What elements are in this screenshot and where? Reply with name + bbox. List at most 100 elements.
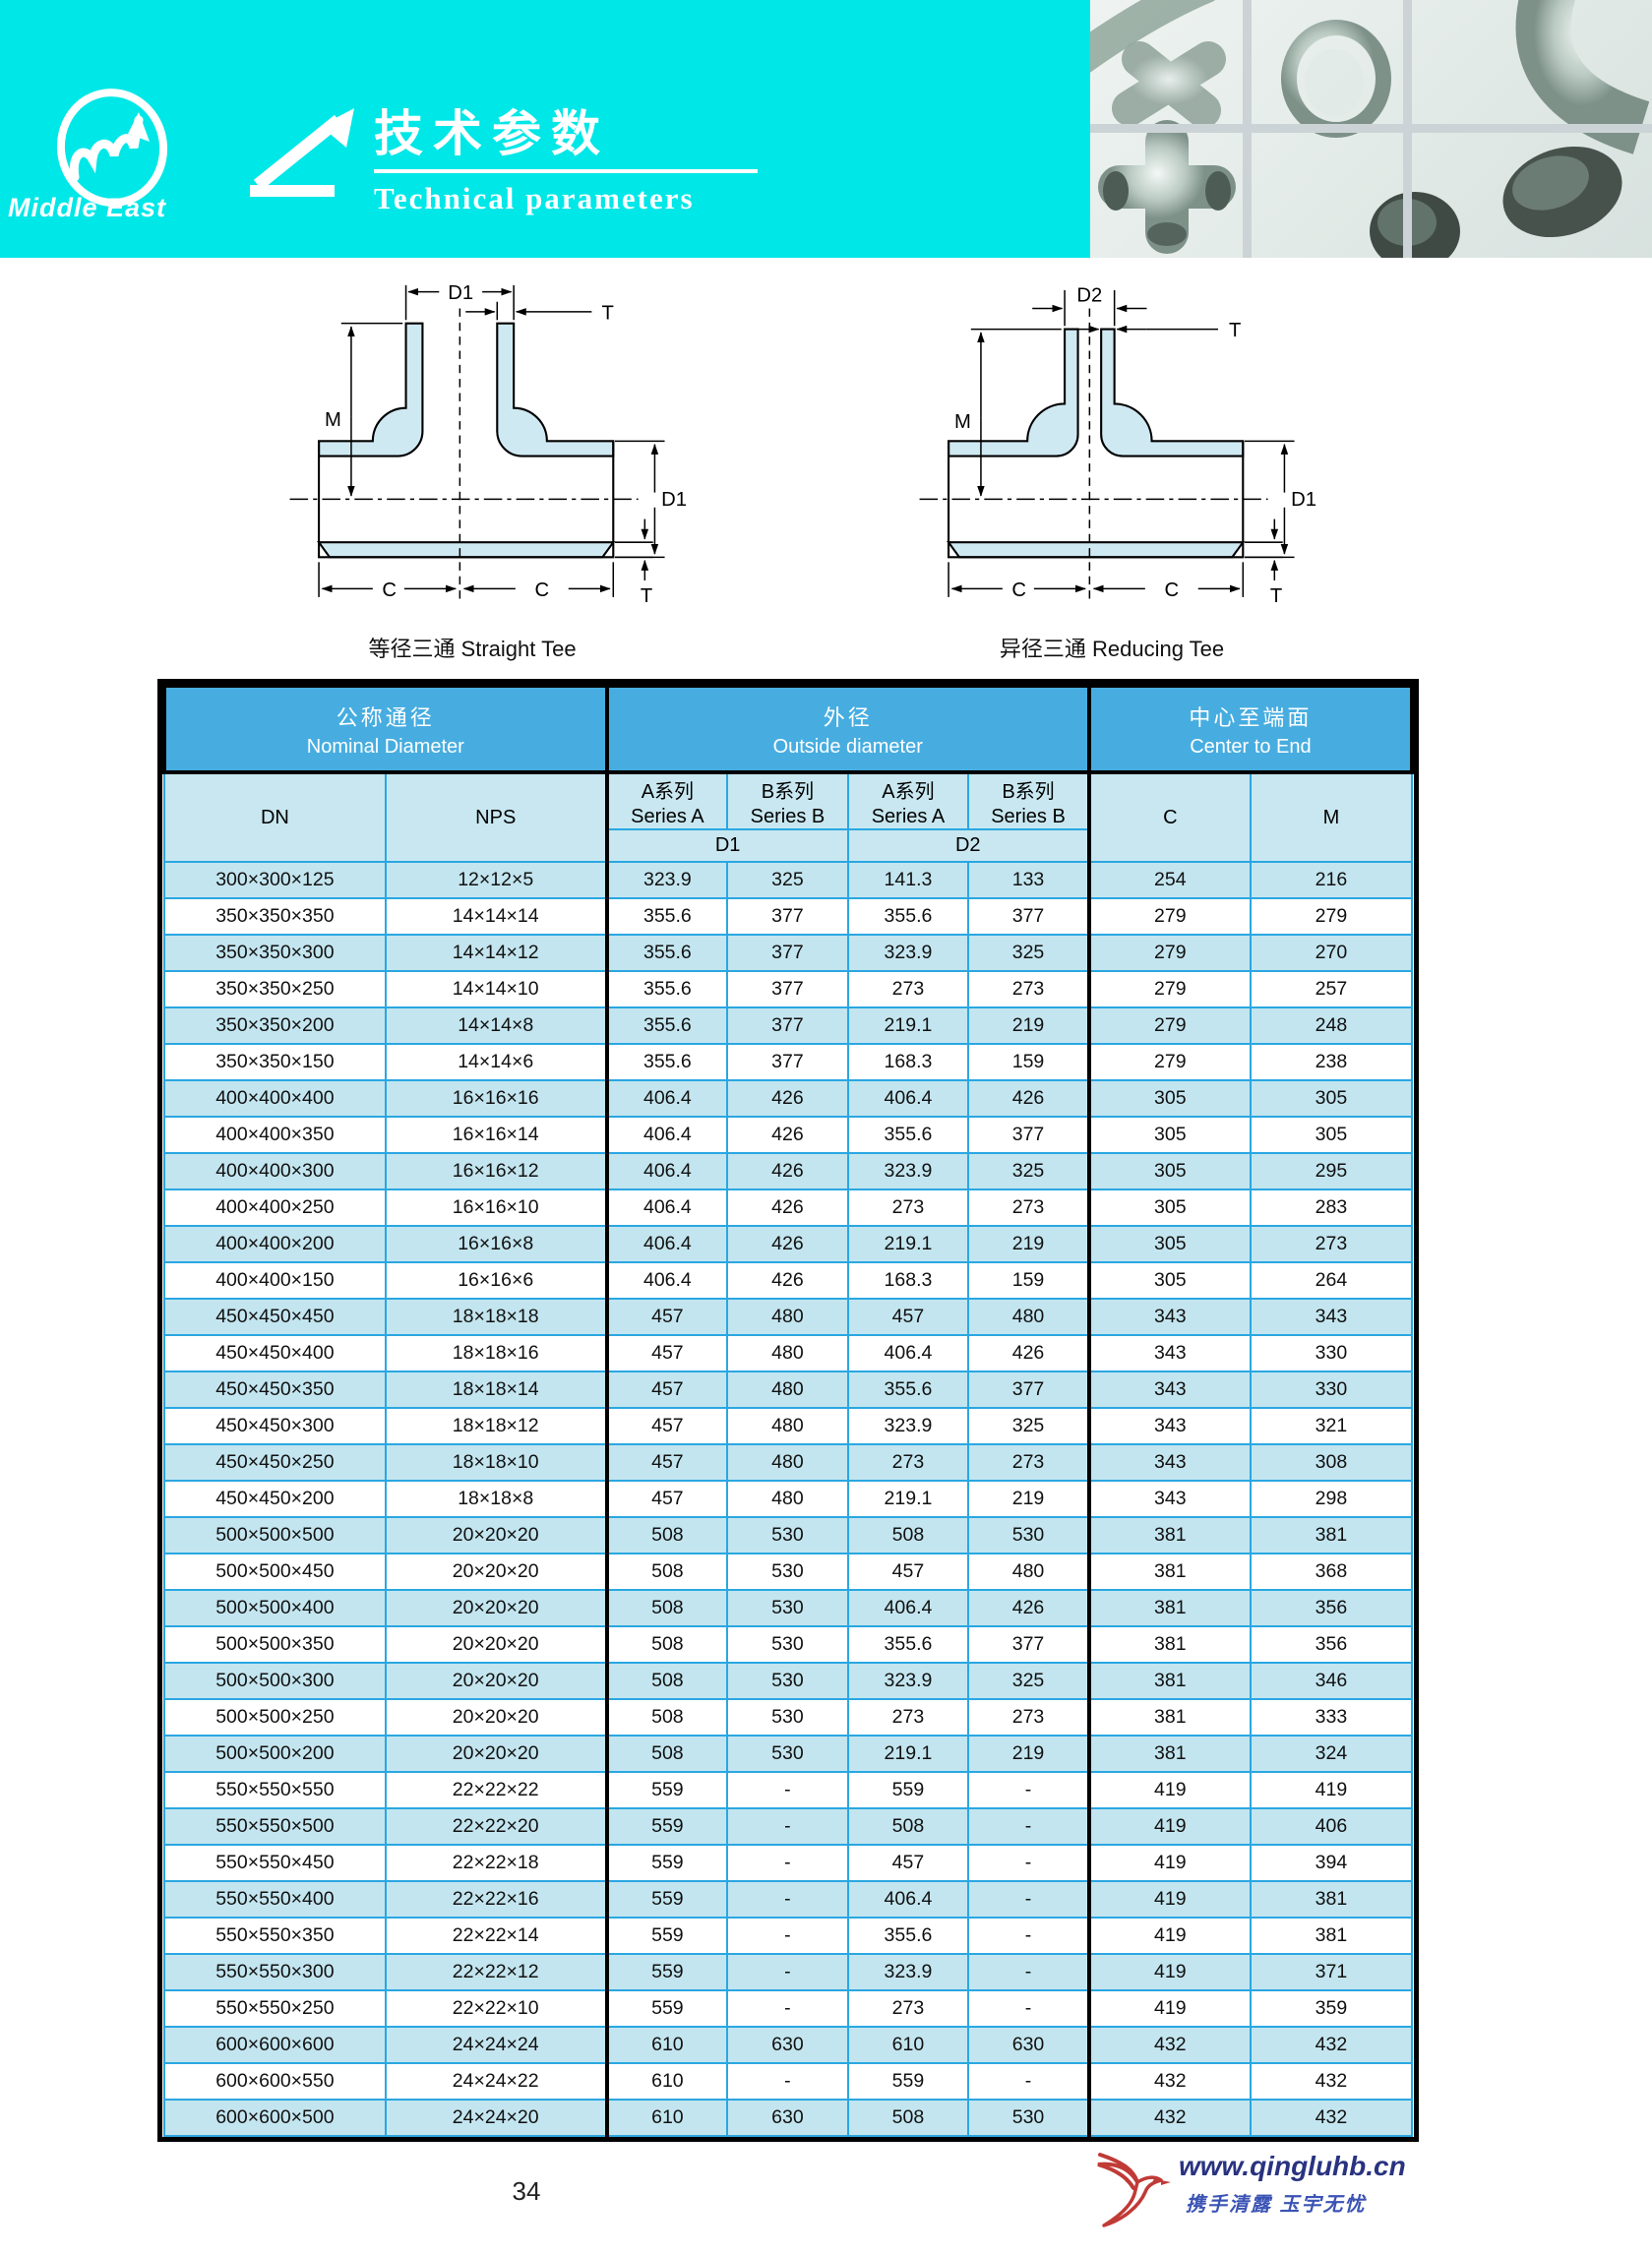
brand-name: Middle East (8, 193, 167, 222)
table-row: 400×400×200 16×16×8 406.4 426 219.1 219 … (163, 1225, 1414, 1263)
cell-d2-series-a: 219.1 (846, 1735, 970, 1773)
cell-nps: 16×16×16 (384, 1079, 608, 1118)
cell-d1-series-a: 559 (604, 1844, 729, 1882)
cell-dn: 550×550×350 (163, 1917, 387, 1955)
group-header-center-to-end: 中心至端面 Center to End (1086, 684, 1415, 774)
cell-d2-series-a: 406.4 (846, 1589, 970, 1627)
cell-d2-series-b: - (967, 1880, 1090, 1919)
cell-d2-series-b: 530 (967, 1516, 1090, 1554)
cell-c: 305 (1086, 1261, 1252, 1300)
company-slogan: 携手清露 玉宇无忧 (1186, 2194, 1367, 2216)
cell-d2-series-b: 325 (967, 1662, 1090, 1700)
cell-d1-series-a: 610 (604, 2062, 729, 2101)
cell-m: 432 (1249, 2099, 1414, 2137)
dim-label-m: M (954, 411, 971, 433)
page-number: 34 (512, 2176, 541, 2206)
cell-c: 419 (1086, 1807, 1252, 1846)
cell-d2-series-a: 219.1 (846, 1006, 970, 1045)
cell-d1-series-a: 559 (604, 1880, 729, 1919)
dim-label-c2: C (534, 579, 549, 601)
cell-m: 330 (1249, 1371, 1414, 1409)
straight-tee-diagram: D1 T M D1 C C T (289, 283, 687, 607)
cell-dn: 500×500×300 (163, 1662, 387, 1700)
cell-d1-series-a: 406.4 (604, 1188, 729, 1227)
cell-dn: 450×450×400 (163, 1334, 387, 1372)
table-row: 350×350×300 14×14×12 355.6 377 323.9 325… (163, 934, 1414, 972)
cell-d1-series-b: 426 (726, 1152, 849, 1190)
cell-d2-series-b: 426 (967, 1334, 1090, 1372)
cell-m: 298 (1249, 1480, 1414, 1518)
arrow-icon (250, 108, 354, 197)
cell-c: 343 (1086, 1334, 1252, 1372)
cell-c: 305 (1086, 1116, 1252, 1154)
cell-c: 381 (1086, 1735, 1252, 1773)
cell-nps: 22×22×22 (384, 1771, 608, 1809)
cell-c: 381 (1086, 1698, 1252, 1737)
cell-dn: 400×400×300 (163, 1152, 387, 1190)
cell-d1-series-b: 530 (726, 1553, 849, 1591)
cell-m: 381 (1249, 1880, 1414, 1919)
table-row: 600×600×550 24×24×22 610 - 559 - 432 432 (163, 2062, 1414, 2101)
cell-d1-series-b: - (726, 2062, 849, 2101)
cell-dn: 550×550×500 (163, 1807, 387, 1846)
cell-dn: 400×400×200 (163, 1225, 387, 1263)
cell-dn: 450×450×200 (163, 1480, 387, 1518)
cell-nps: 18×18×12 (384, 1407, 608, 1445)
cell-d2-series-b: 273 (967, 1443, 1090, 1482)
cell-d2-series-a: 457 (846, 1553, 970, 1591)
cell-dn: 350×350×150 (163, 1043, 387, 1081)
col-header-m: M (1249, 771, 1414, 863)
group-ce-zh: 中心至端面 (1189, 704, 1313, 730)
cell-c: 279 (1086, 1043, 1252, 1081)
cell-m: 295 (1249, 1152, 1414, 1190)
dim-label-t-bottom: T (641, 585, 652, 607)
cell-nps: 16×16×14 (384, 1116, 608, 1154)
series-b2-zh: B系列 (1002, 780, 1055, 803)
cell-c: 419 (1086, 1917, 1252, 1955)
cell-d1-series-a: 406.4 (604, 1079, 729, 1118)
cell-d2-series-a: 355.6 (846, 1625, 970, 1664)
series-b1-zh: B系列 (761, 780, 815, 803)
cell-d2-series-b: 480 (967, 1298, 1090, 1336)
cell-d2-series-a: 406.4 (846, 1079, 970, 1118)
product-photos (1071, 0, 1652, 271)
cell-dn: 450×450×350 (163, 1371, 387, 1409)
cell-dn: 400×400×400 (163, 1079, 387, 1118)
table-row: 450×450×200 18×18×8 457 480 219.1 219 34… (163, 1480, 1414, 1518)
cell-d2-series-a: 323.9 (846, 934, 970, 972)
cell-d1-series-b: 377 (726, 1043, 849, 1081)
cell-nps: 22×22×12 (384, 1953, 608, 1991)
cell-nps: 18×18×16 (384, 1334, 608, 1372)
table-row: 400×400×150 16×16×6 406.4 426 168.3 159 … (163, 1261, 1414, 1300)
table-row: 400×400×300 16×16×12 406.4 426 323.9 325… (163, 1152, 1414, 1190)
table-row: 350×350×250 14×14×10 355.6 377 273 273 2… (163, 970, 1414, 1008)
cell-d2-series-a: 141.3 (846, 861, 970, 899)
cell-nps: 14×14×8 (384, 1006, 608, 1045)
cell-nps: 14×14×14 (384, 897, 608, 936)
cell-d1-series-a: 457 (604, 1298, 729, 1336)
cell-d1-series-b: 480 (726, 1334, 849, 1372)
dim-label-d1-right: D1 (661, 489, 687, 511)
cell-c: 419 (1086, 1771, 1252, 1809)
cell-m: 330 (1249, 1334, 1414, 1372)
cell-d2-series-b: - (967, 1771, 1090, 1809)
cell-c: 343 (1086, 1371, 1252, 1409)
cell-c: 343 (1086, 1480, 1252, 1518)
cell-nps: 14×14×12 (384, 934, 608, 972)
table-row: 500×500×400 20×20×20 508 530 406.4 426 3… (163, 1589, 1414, 1627)
cell-d1-series-b: 530 (726, 1589, 849, 1627)
cell-c: 279 (1086, 970, 1252, 1008)
cell-nps: 18×18×14 (384, 1371, 608, 1409)
cell-d1-series-a: 559 (604, 1989, 729, 2028)
cell-m: 381 (1249, 1917, 1414, 1955)
cell-d2-series-b: 159 (967, 1261, 1090, 1300)
cell-d2-series-b: 133 (967, 861, 1090, 899)
cell-d1-series-b: - (726, 1771, 849, 1809)
cell-nps: 14×14×6 (384, 1043, 608, 1081)
cell-d2-series-b: 377 (967, 1371, 1090, 1409)
cell-d2-series-a: 168.3 (846, 1043, 970, 1081)
cell-d2-series-b: 159 (967, 1043, 1090, 1081)
cell-c: 305 (1086, 1079, 1252, 1118)
table-row: 350×350×350 14×14×14 355.6 377 355.6 377… (163, 897, 1414, 936)
table-row: 450×450×350 18×18×14 457 480 355.6 377 3… (163, 1371, 1414, 1409)
